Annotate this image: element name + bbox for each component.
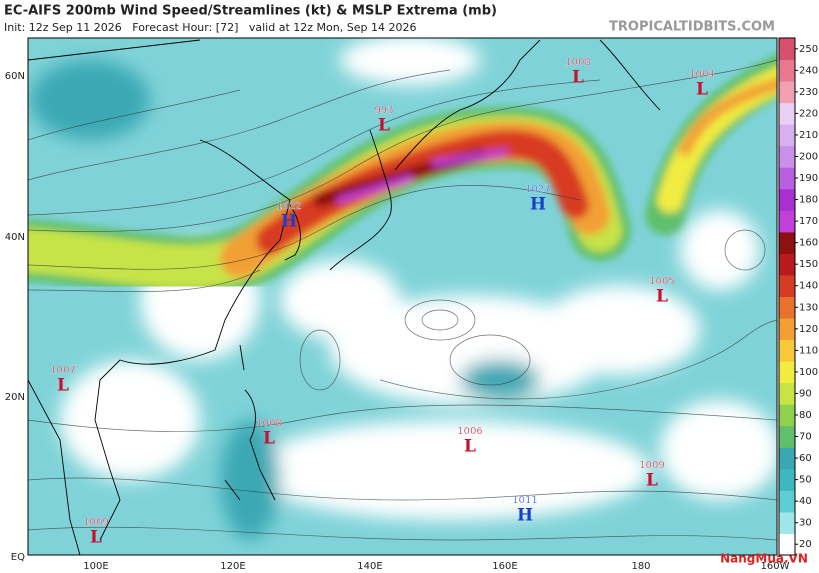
colorbar-cell [779, 318, 795, 341]
colorbar-cell [779, 167, 795, 190]
colorbar-label: 90 [799, 388, 812, 399]
streamlines [28, 59, 777, 541]
pressure-value: 1022 [276, 201, 301, 212]
pressure-letter: L [90, 528, 102, 548]
colorbar-cell [779, 210, 795, 233]
pressure-value: 1004 [689, 69, 714, 80]
colorbar-label: 130 [799, 302, 818, 313]
pressure-value: 1011 [512, 495, 537, 506]
colorbar-label: 150 [799, 259, 818, 270]
colorbar-label: 50 [799, 475, 812, 486]
pressure-value: 1007 [50, 365, 75, 376]
coastlines [28, 39, 661, 555]
colorbar-cell [779, 361, 795, 384]
pressure-value: 1009 [83, 517, 108, 528]
pressure-value: 1027 [525, 184, 550, 195]
colorbar-cell [779, 447, 795, 470]
colorbar-label: 200 [799, 151, 818, 162]
pressure-letter: L [656, 287, 668, 307]
lat-label: EQ [11, 552, 25, 563]
colorbar-label: 170 [799, 216, 818, 227]
pressure-value: 1008 [565, 57, 590, 68]
map-area [28, 38, 777, 555]
colorbar-label: 100 [799, 367, 818, 378]
colorbar-cell [779, 81, 795, 104]
colorbar-label: 190 [799, 173, 818, 184]
colorbar-cell [779, 490, 795, 513]
colorbar-cell [779, 59, 795, 82]
colorbar-cell [779, 533, 795, 556]
colorbar-label: 240 [799, 65, 818, 76]
colorbar-cell [779, 339, 795, 362]
colorbar-label: 220 [799, 108, 818, 119]
colorbar-label: 20 [799, 539, 812, 550]
colorbar-label: 180 [799, 195, 818, 206]
lon-label: 160W [761, 561, 790, 572]
pressure-letter: H [517, 506, 533, 526]
pressure-letter: L [378, 116, 390, 136]
colorbar-label: 30 [799, 518, 812, 529]
wind-field [30, 38, 777, 540]
colorbar-label: 120 [799, 324, 818, 335]
colorbar-cell [779, 231, 795, 254]
pressure-value: 1005 [649, 276, 674, 287]
colorbar-cell [779, 38, 795, 61]
colorbar-label: 110 [799, 345, 818, 356]
colorbar-cell [779, 145, 795, 168]
map-title: EC-AIFS 200mb Wind Speed/Streamlines (kt… [4, 4, 497, 19]
lon-label: 180 [631, 561, 650, 572]
colorbar-label: 250 [799, 44, 818, 55]
pressure-letter: L [646, 471, 658, 491]
map-frame [27, 37, 778, 556]
colorbar-cell [779, 382, 795, 405]
site-name: TROPICALTIDBITS.COM [609, 20, 775, 35]
colorbar-cell [779, 188, 795, 211]
colorbar-label: 40 [799, 496, 812, 507]
colorbar-cell [779, 404, 795, 427]
colorbar-cell [779, 274, 795, 297]
lon-label: 140E [357, 561, 382, 572]
colorbar-label: 60 [799, 453, 812, 464]
pressure-value: 993 [374, 105, 393, 116]
pressure-letter: L [696, 80, 708, 100]
colorbar-label: 140 [799, 281, 818, 292]
colorbar-label: 210 [799, 130, 818, 141]
lon-label: 160E [492, 561, 517, 572]
pressure-letter: H [530, 195, 546, 215]
lon-label: 120E [220, 561, 245, 572]
lon-label: 100E [83, 561, 108, 572]
map-subtitle: Init: 12z Sep 11 2026 Forecast Hour: [72… [4, 21, 416, 34]
pressure-letter: L [263, 429, 275, 449]
colorbar-cell [779, 511, 795, 534]
colorbar-cell [779, 253, 795, 276]
colorbar-cell [779, 102, 795, 125]
lat-label: 20N [5, 392, 25, 403]
colorbar-cell [779, 425, 795, 448]
pressure-value: 1008 [256, 418, 281, 429]
pressure-letter: H [281, 212, 297, 232]
pressure-letter: L [57, 376, 69, 396]
lat-label: 60N [5, 71, 25, 82]
colorbar-label: 230 [799, 87, 818, 98]
pressure-value: 1009 [639, 460, 664, 471]
colorbar-cell [779, 296, 795, 319]
colorbar-label: 80 [799, 410, 812, 421]
pressure-letter: L [572, 68, 584, 88]
pressure-value: 1006 [457, 426, 482, 437]
colorbar-frame [778, 37, 796, 556]
colorbar-label: 160 [799, 238, 818, 249]
colorbar-cell [779, 468, 795, 491]
colorbar-cell [779, 124, 795, 147]
pressure-letter: L [464, 437, 476, 457]
lat-label: 40N [5, 232, 25, 243]
jet-stream [28, 54, 777, 298]
colorbar-label: 70 [799, 432, 812, 443]
